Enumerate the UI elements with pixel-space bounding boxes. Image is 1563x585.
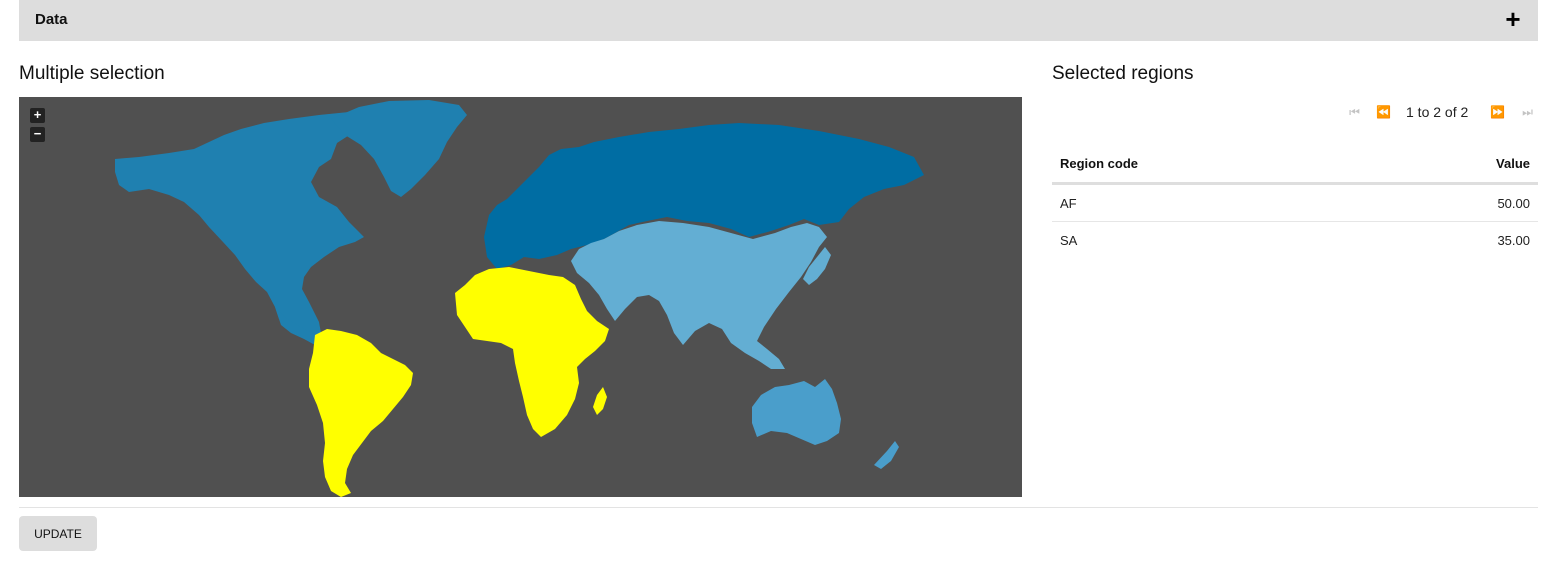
region-new-zealand[interactable]	[874, 441, 899, 469]
last-page-icon[interactable]: ⏭	[1522, 105, 1533, 119]
zoom-in-button[interactable]: +	[30, 108, 45, 123]
zoom-out-button[interactable]: −	[30, 127, 45, 142]
pagination-summary: 1 to 2 of 2	[1406, 104, 1469, 120]
update-button[interactable]: UPDATE	[19, 516, 97, 551]
region-asia[interactable]	[571, 221, 827, 369]
region-greenland[interactable]	[331, 100, 467, 197]
region-code-cell: SA	[1060, 232, 1078, 248]
first-page-icon[interactable]: ⏮	[1349, 105, 1360, 119]
next-page-icon[interactable]: ⏩	[1490, 105, 1505, 119]
region-south-america-SA[interactable]	[309, 329, 413, 497]
region-north-america[interactable]	[115, 111, 374, 337]
region-europe-russia[interactable]	[484, 123, 924, 269]
value-cell: 50.00	[1369, 183, 1538, 222]
value-cell: 35.00	[1497, 232, 1530, 248]
divider	[19, 507, 1538, 508]
region-oceania[interactable]	[752, 379, 841, 445]
region-madagascar[interactable]	[593, 387, 607, 415]
data-section-header[interactable]: Data +	[19, 0, 1538, 41]
map-panel-title: Multiple selection	[19, 63, 165, 84]
pagination: ⏮ ⏪ 1 to 2 of 2 ⏩ ⏭	[1345, 103, 1538, 123]
world-map-svg[interactable]	[19, 97, 1022, 497]
table-row[interactable]: AF 50.00	[1052, 183, 1538, 222]
data-section-label: Data	[35, 11, 68, 28]
selected-regions-table: Region code Value AF 50.00 SA 35.00	[1052, 145, 1538, 258]
column-header-value[interactable]: Value	[1369, 145, 1538, 185]
column-header-region-code[interactable]: Region code	[1052, 145, 1370, 185]
previous-page-icon[interactable]: ⏪	[1376, 105, 1391, 119]
table-row[interactable]: SA 35.00	[1052, 222, 1538, 259]
expand-plus-icon[interactable]: +	[1505, 4, 1521, 34]
region-code-cell: AF	[1052, 183, 1370, 222]
table-panel-title: Selected regions	[1052, 63, 1194, 84]
table-header-row: Region code Value	[1052, 145, 1538, 185]
region-japan[interactable]	[803, 247, 831, 285]
region-africa-AF[interactable]	[455, 267, 609, 437]
world-map[interactable]: + −	[19, 97, 1022, 497]
